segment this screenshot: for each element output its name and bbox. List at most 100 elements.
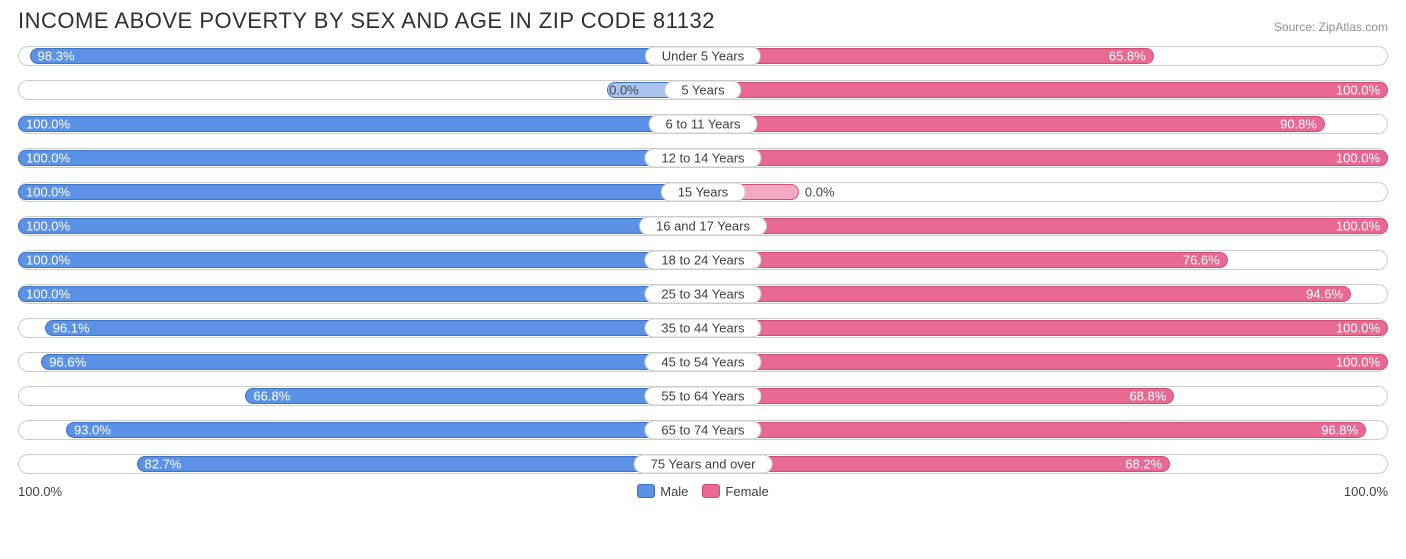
female-half: 76.6% [703, 248, 1388, 272]
male-bar [245, 388, 703, 404]
female-value: 65.8% [1101, 49, 1154, 64]
category-label: 45 to 54 Years [644, 353, 761, 372]
male-half: 98.3% [18, 44, 703, 68]
male-bar [18, 150, 703, 166]
male-bar [137, 456, 703, 472]
category-label: 75 Years and over [634, 455, 773, 474]
chart-footer: 100.0% Male Female 100.0% [18, 484, 1388, 499]
female-value: 100.0% [1328, 321, 1388, 336]
chart-row: 100.0% 100.0% 12 to 14 Years [18, 142, 1388, 174]
chart-row: 96.6% 100.0% 45 to 54 Years [18, 346, 1388, 378]
chart-row: 0.0% 100.0%5 Years [18, 74, 1388, 106]
male-half: 0.0% [18, 78, 703, 102]
female-value: 76.6% [1175, 253, 1228, 268]
female-half: 68.8% [703, 384, 1388, 408]
axis-label-left: 100.0% [18, 484, 637, 499]
male-half: 93.0% [18, 418, 703, 442]
male-value: 82.7% [137, 457, 190, 472]
female-bar [703, 320, 1388, 336]
male-value: 93.0% [66, 423, 119, 438]
male-bar [18, 252, 703, 268]
chart-row: 100.0% 100.0% 16 and 17 Years [18, 210, 1388, 242]
diverging-bar-chart: 98.3%65.8%Under 5 Years0.0%100.0%5 Years… [18, 40, 1388, 480]
male-value: 100.0% [18, 287, 78, 302]
male-half: 96.6% [18, 350, 703, 374]
female-value: 0.0% [799, 185, 843, 200]
female-half: 100.0% [703, 146, 1388, 170]
chart-row: 100.0% 94.6%25 to 34 Years [18, 278, 1388, 310]
female-value: 100.0% [1328, 219, 1388, 234]
category-label: 25 to 34 Years [644, 285, 761, 304]
male-bar [30, 48, 703, 64]
legend-female-label: Female [725, 484, 768, 499]
category-label: 12 to 14 Years [644, 149, 761, 168]
category-label: 5 Years [664, 81, 741, 100]
female-half: 100.0% [703, 350, 1388, 374]
legend: Male Female [637, 484, 769, 499]
female-value: 100.0% [1328, 151, 1388, 166]
male-bar [18, 218, 703, 234]
female-value: 68.8% [1121, 389, 1174, 404]
male-value: 100.0% [18, 185, 78, 200]
male-value: 0.0% [607, 83, 647, 98]
female-bar [703, 456, 1170, 472]
swatch-male [637, 484, 655, 498]
chart-row: 96.1%100.0%35 to 44 Years [18, 312, 1388, 344]
category-label: 16 and 17 Years [639, 217, 767, 236]
female-half: 68.2% [703, 452, 1388, 476]
female-half: 65.8% [703, 44, 1388, 68]
legend-male: Male [637, 484, 688, 499]
female-value: 100.0% [1328, 355, 1388, 370]
chart-title: INCOME ABOVE POVERTY BY SEX AND AGE IN Z… [18, 8, 715, 34]
male-bar [41, 354, 703, 370]
female-bar [703, 218, 1388, 234]
male-bar [18, 286, 703, 302]
male-bar [45, 320, 703, 336]
male-bar [18, 116, 703, 132]
female-bar [703, 422, 1366, 438]
female-bar [703, 150, 1388, 166]
category-label: 35 to 44 Years [644, 319, 761, 338]
female-bar [703, 82, 1388, 98]
male-value: 100.0% [18, 219, 78, 234]
female-value: 90.8% [1272, 117, 1325, 132]
legend-female: Female [702, 484, 768, 499]
female-half: 100.0% [703, 78, 1388, 102]
male-half: 100.0% [18, 180, 703, 204]
male-value: 98.3% [30, 49, 83, 64]
swatch-female [702, 484, 720, 498]
chart-source: Source: ZipAtlas.com [1274, 20, 1388, 34]
male-half: 100.0% [18, 146, 703, 170]
male-value: 100.0% [18, 253, 78, 268]
male-half: 100.0% [18, 282, 703, 306]
female-half: 90.8% [703, 112, 1388, 136]
category-label: 15 Years [661, 183, 746, 202]
category-label: 55 to 64 Years [644, 387, 761, 406]
category-label: Under 5 Years [645, 47, 761, 66]
chart-row: 82.7% 68.2%75 Years and over [18, 448, 1388, 480]
category-label: 18 to 24 Years [644, 251, 761, 270]
female-half: 96.8% [703, 418, 1388, 442]
male-value: 100.0% [18, 117, 78, 132]
chart-row: 100.0%90.8%6 to 11 Years [18, 108, 1388, 140]
male-half: 100.0% [18, 214, 703, 238]
female-bar [703, 116, 1325, 132]
female-half: 100.0% [703, 214, 1388, 238]
female-half: 94.6% [703, 282, 1388, 306]
axis-label-right: 100.0% [769, 484, 1388, 499]
chart-row: 93.0%96.8%65 to 74 Years [18, 414, 1388, 446]
female-bar [703, 388, 1174, 404]
male-half: 100.0% [18, 112, 703, 136]
female-half: 0.0% [703, 180, 1388, 204]
chart-row: 66.8%68.8%55 to 64 Years [18, 380, 1388, 412]
male-half: 82.7% [18, 452, 703, 476]
male-bar [18, 184, 703, 200]
male-value: 96.6% [41, 355, 94, 370]
female-bar [703, 286, 1351, 302]
female-half: 100.0% [703, 316, 1388, 340]
female-bar [703, 48, 1154, 64]
legend-male-label: Male [660, 484, 688, 499]
male-value: 100.0% [18, 151, 78, 166]
female-value: 96.8% [1313, 423, 1366, 438]
female-bar [703, 354, 1388, 370]
